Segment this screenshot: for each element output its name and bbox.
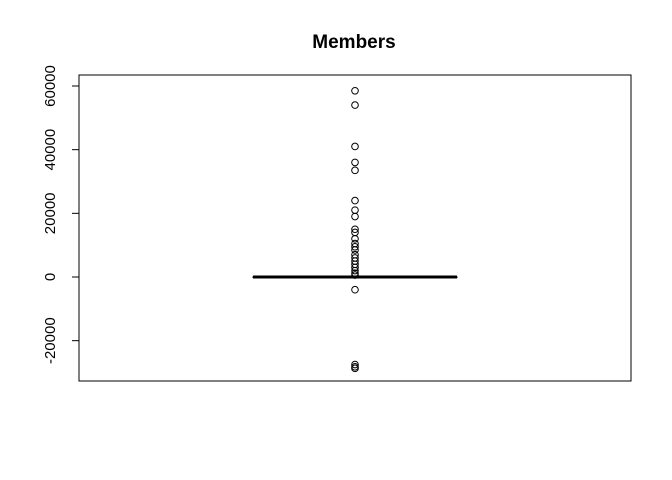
outlier-point — [351, 86, 359, 95]
outlier-point — [351, 364, 359, 373]
outlier-point — [351, 266, 359, 275]
box-element — [252, 275, 458, 279]
y-tick-label: 20000 — [42, 192, 59, 234]
y-tick-label: -20000 — [42, 317, 59, 364]
y-axis-ticks: -20000 0 20000 40000 60000 — [42, 65, 79, 364]
outlier-point — [351, 285, 359, 294]
outlier-point — [351, 271, 359, 279]
outlier-point — [351, 166, 359, 175]
outlier-point — [351, 212, 359, 221]
outlier-point — [351, 142, 359, 151]
outlier-point — [351, 360, 359, 369]
outlier-point — [351, 158, 359, 167]
outlier-point — [351, 196, 359, 205]
outlier-point — [351, 242, 359, 251]
y-tick-label: 0 — [42, 273, 59, 281]
outlier-point — [351, 269, 359, 277]
plot-frame — [78, 74, 632, 382]
outlier-point — [351, 225, 359, 234]
outlier-points — [351, 86, 359, 373]
chart-title: Members — [312, 32, 395, 53]
y-tick-label: 40000 — [42, 129, 59, 171]
outlier-point — [351, 206, 359, 214]
outlier-point — [351, 263, 359, 272]
outlier-point — [351, 246, 359, 254]
y-tick-label: 60000 — [42, 65, 59, 107]
outlier-point — [351, 235, 359, 243]
outlier-point — [351, 101, 359, 109]
